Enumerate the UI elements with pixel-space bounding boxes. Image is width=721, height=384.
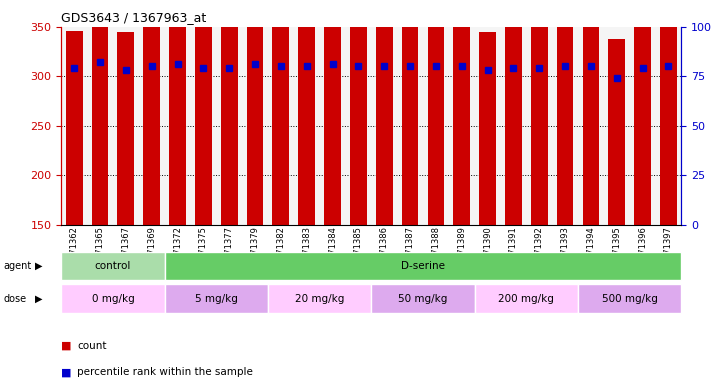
Bar — [195, 16, 212, 225]
Bar — [454, 0, 470, 225]
Bar — [247, 0, 263, 225]
Text: dose: dose — [4, 293, 27, 304]
Bar — [505, 0, 522, 225]
Bar — [376, 0, 393, 225]
Text: ▶: ▶ — [35, 293, 42, 304]
Text: percentile rank within the sample: percentile rank within the sample — [77, 367, 253, 377]
Text: 20 mg/kg: 20 mg/kg — [295, 293, 345, 304]
Text: ▶: ▶ — [35, 261, 42, 271]
Text: ■: ■ — [61, 367, 72, 377]
Text: 5 mg/kg: 5 mg/kg — [195, 293, 238, 304]
Bar — [402, 0, 418, 225]
Text: control: control — [94, 261, 131, 271]
Text: D-serine: D-serine — [401, 261, 445, 271]
Bar — [634, 0, 651, 225]
Bar — [273, 0, 289, 225]
Bar — [221, 0, 238, 225]
Bar — [143, 0, 160, 225]
Bar — [118, 32, 134, 225]
Bar — [350, 0, 367, 225]
Text: count: count — [77, 341, 107, 351]
Text: GDS3643 / 1367963_at: GDS3643 / 1367963_at — [61, 12, 206, 25]
Bar — [66, 31, 83, 225]
Bar — [583, 0, 599, 225]
Text: 500 mg/kg: 500 mg/kg — [602, 293, 658, 304]
Bar — [531, 18, 548, 225]
Bar — [428, 0, 444, 225]
Text: 0 mg/kg: 0 mg/kg — [92, 293, 134, 304]
Bar — [324, 0, 341, 225]
Text: agent: agent — [4, 261, 32, 271]
Bar — [557, 0, 573, 225]
Bar — [660, 0, 677, 225]
Text: 200 mg/kg: 200 mg/kg — [498, 293, 554, 304]
Text: 50 mg/kg: 50 mg/kg — [398, 293, 448, 304]
Bar — [169, 0, 186, 225]
Bar — [479, 32, 496, 225]
Bar — [298, 0, 315, 225]
Bar — [609, 39, 625, 225]
Bar — [92, 0, 108, 225]
Text: ■: ■ — [61, 341, 72, 351]
